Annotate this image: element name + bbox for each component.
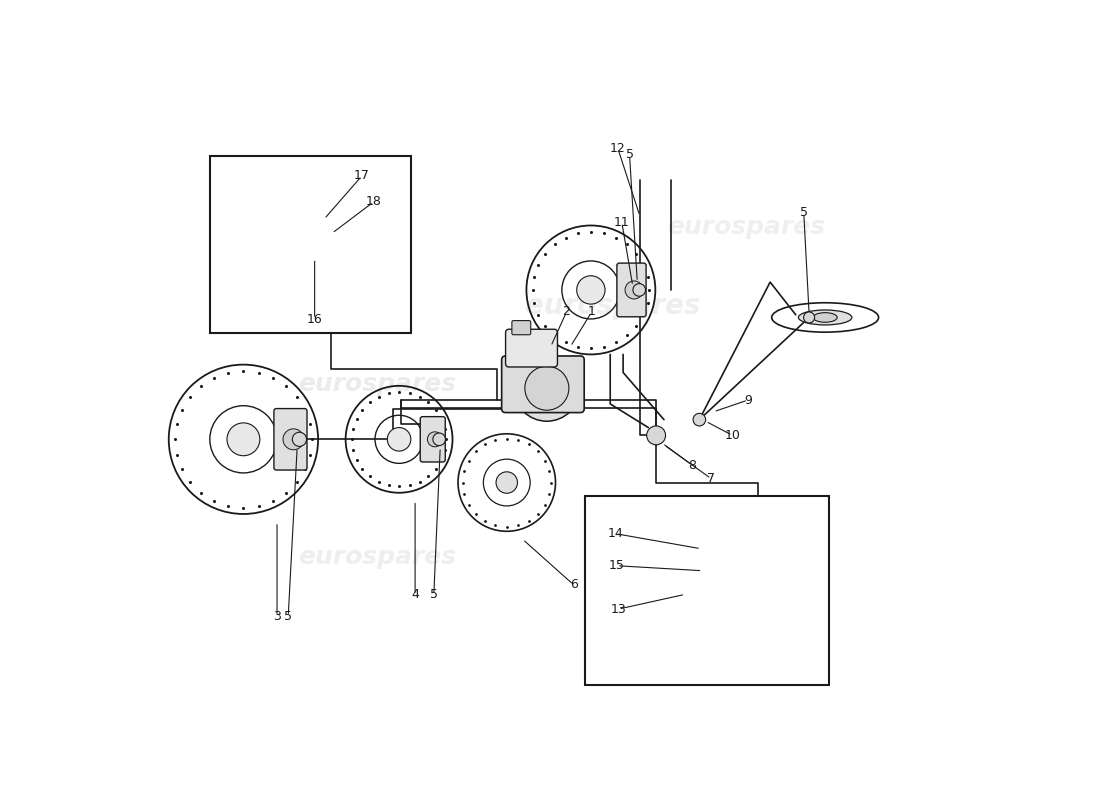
Bar xyxy=(585,496,829,685)
Circle shape xyxy=(316,208,329,221)
Text: 9: 9 xyxy=(745,394,752,406)
Circle shape xyxy=(632,284,646,296)
Text: 17: 17 xyxy=(354,170,370,182)
FancyBboxPatch shape xyxy=(617,263,646,317)
Circle shape xyxy=(625,281,644,299)
Circle shape xyxy=(693,414,706,426)
Text: 10: 10 xyxy=(725,429,740,442)
Text: 4: 4 xyxy=(411,589,419,602)
Text: eurospares: eurospares xyxy=(525,292,701,320)
Circle shape xyxy=(496,472,517,494)
Circle shape xyxy=(227,423,260,456)
Text: 7: 7 xyxy=(707,472,715,485)
Circle shape xyxy=(576,276,605,304)
FancyBboxPatch shape xyxy=(647,622,667,639)
FancyBboxPatch shape xyxy=(512,321,530,334)
Circle shape xyxy=(690,613,725,647)
Text: 5: 5 xyxy=(800,206,807,219)
Text: 11: 11 xyxy=(614,216,629,229)
Text: 5: 5 xyxy=(430,589,438,602)
Text: 8: 8 xyxy=(689,458,696,472)
Text: 3: 3 xyxy=(273,610,280,622)
Text: 2: 2 xyxy=(562,306,571,318)
Text: 13: 13 xyxy=(610,602,626,616)
Text: 5: 5 xyxy=(284,610,293,622)
Circle shape xyxy=(804,312,815,323)
FancyBboxPatch shape xyxy=(328,222,354,261)
Text: 6: 6 xyxy=(570,578,578,591)
Text: 12: 12 xyxy=(610,142,626,155)
Circle shape xyxy=(701,538,714,551)
Text: eurospares: eurospares xyxy=(668,215,826,239)
Circle shape xyxy=(262,234,273,245)
Circle shape xyxy=(283,429,304,450)
Text: eurospares: eurospares xyxy=(298,546,456,570)
FancyBboxPatch shape xyxy=(678,570,736,634)
FancyBboxPatch shape xyxy=(274,409,307,470)
Text: 18: 18 xyxy=(365,195,382,209)
Circle shape xyxy=(293,432,307,446)
FancyBboxPatch shape xyxy=(752,577,773,596)
Circle shape xyxy=(267,226,299,257)
Circle shape xyxy=(525,366,569,410)
Text: 16: 16 xyxy=(307,313,322,326)
Ellipse shape xyxy=(799,310,851,325)
Text: 15: 15 xyxy=(609,559,625,572)
FancyBboxPatch shape xyxy=(506,330,558,367)
Text: eurospares: eurospares xyxy=(298,372,456,396)
Circle shape xyxy=(697,566,717,584)
Bar xyxy=(210,156,411,333)
Text: 1: 1 xyxy=(587,306,595,318)
Circle shape xyxy=(647,426,666,445)
FancyBboxPatch shape xyxy=(280,226,349,257)
Circle shape xyxy=(700,622,714,637)
Circle shape xyxy=(387,427,410,451)
Text: 14: 14 xyxy=(607,527,623,540)
FancyBboxPatch shape xyxy=(420,417,446,462)
FancyBboxPatch shape xyxy=(502,356,584,413)
Circle shape xyxy=(331,234,345,248)
Circle shape xyxy=(428,432,442,446)
Ellipse shape xyxy=(813,313,837,322)
Circle shape xyxy=(514,355,580,422)
Circle shape xyxy=(433,433,446,446)
Text: 5: 5 xyxy=(626,148,634,162)
